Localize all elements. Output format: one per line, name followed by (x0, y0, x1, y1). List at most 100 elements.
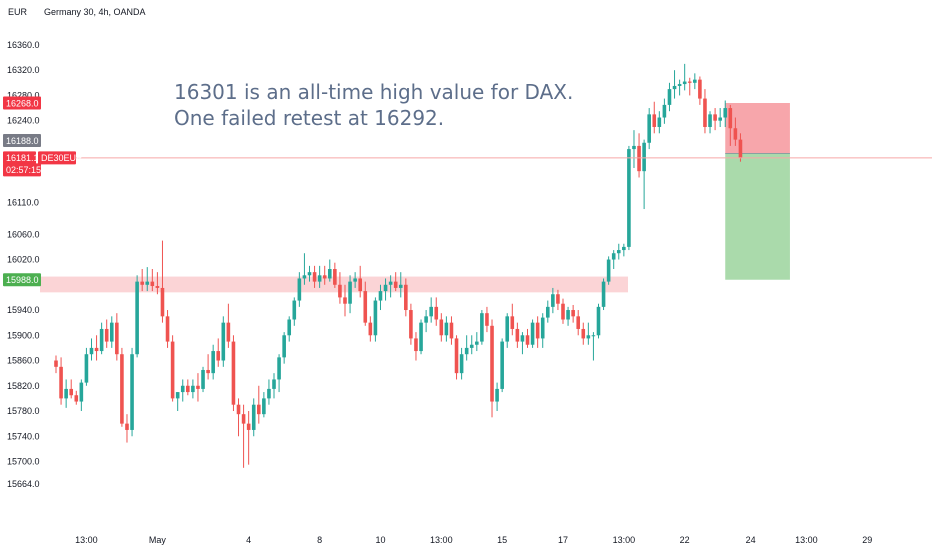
candle-body (115, 322, 119, 355)
x-tick-label: 13:00 (613, 535, 636, 545)
candle-body (606, 259, 611, 282)
candle (454, 335, 459, 380)
candle (485, 306, 489, 333)
candle-body (292, 300, 297, 320)
candle-body (267, 388, 271, 399)
svg-text:15988.0: 15988.0 (6, 275, 39, 285)
candle (687, 77, 692, 96)
candle (515, 322, 520, 348)
candle (591, 332, 596, 361)
x-tick-label: 13:00 (75, 535, 98, 545)
candle (733, 117, 738, 146)
candle-body (672, 85, 677, 90)
candle-body (79, 382, 84, 402)
candle (627, 145, 631, 251)
candle (327, 259, 332, 282)
candle (510, 303, 515, 336)
y-tick-label: 15860.0 (7, 356, 40, 366)
candle (667, 82, 672, 112)
x-tick-label: 13:00 (795, 535, 818, 545)
candle (109, 316, 114, 348)
candle-body (99, 328, 104, 352)
svg-text:16188.0: 16188.0 (6, 136, 39, 146)
candle-body (338, 284, 342, 298)
candle-body (322, 275, 327, 279)
candle (723, 100, 728, 127)
candle (74, 390, 79, 405)
candle-body (535, 322, 540, 339)
candle (287, 316, 292, 342)
candle-body (226, 322, 231, 342)
candle-body (191, 385, 195, 393)
annotation-line-1: 16301 is an all-time high value for DAX. (174, 80, 573, 104)
candle (469, 335, 474, 355)
candle-body (383, 284, 388, 292)
candle (333, 262, 337, 288)
x-tick-label: 4 (246, 535, 251, 545)
candle-body (196, 385, 200, 389)
candle (104, 319, 109, 348)
take-profit-zone[interactable] (725, 153, 790, 280)
candle (530, 319, 535, 348)
candle (216, 338, 221, 367)
candle-body (109, 322, 114, 342)
candle (616, 243, 621, 260)
candle-body (398, 284, 403, 288)
candle (125, 414, 129, 443)
stop-price-badge: 16268.0 (3, 96, 41, 110)
candle-body (581, 328, 586, 339)
candle (262, 392, 266, 418)
candle (297, 272, 302, 307)
candle (69, 379, 74, 399)
candle-body (566, 310, 570, 320)
candle-body (353, 278, 357, 282)
candle (540, 313, 545, 348)
candle (480, 310, 484, 345)
candle-body (652, 114, 657, 127)
y-tick-label: 15700.0 (7, 457, 40, 467)
candle (475, 332, 479, 352)
candle-body (277, 357, 281, 380)
candle-body (404, 284, 408, 311)
candle (226, 303, 231, 348)
candle (140, 269, 144, 292)
x-tick-label: 24 (746, 535, 756, 545)
candle (571, 304, 575, 323)
candle-body (682, 81, 687, 85)
candle (196, 373, 200, 402)
candle-body (348, 281, 352, 304)
candle (246, 411, 251, 465)
candle (464, 335, 469, 361)
candle (338, 272, 342, 304)
y-tick-label: 16360.0 (7, 40, 40, 50)
candle (79, 379, 84, 412)
candle-body (703, 98, 707, 127)
candle-body (647, 114, 651, 143)
candle-body (69, 388, 74, 396)
candle (211, 344, 215, 380)
candle-body (94, 347, 99, 352)
candle-body (551, 294, 555, 307)
candle (231, 335, 236, 412)
candle (561, 298, 565, 324)
candle (637, 133, 641, 178)
candle-body (393, 281, 398, 288)
candle-body (104, 328, 109, 342)
candle-body (409, 310, 413, 339)
candle (606, 256, 611, 285)
candle-body (333, 269, 337, 285)
candle-body (475, 341, 479, 345)
candle (414, 332, 418, 361)
candle (657, 111, 662, 134)
candle (672, 70, 677, 99)
candle (373, 297, 378, 342)
candle (175, 392, 180, 412)
candle (581, 322, 586, 345)
candle-body (530, 322, 535, 345)
candle-body (485, 313, 489, 326)
candle-body (236, 404, 241, 415)
candle-body (312, 272, 317, 282)
symbol-title[interactable]: Germany 30, 4h, OANDA (44, 7, 146, 17)
candle-body (241, 414, 246, 424)
